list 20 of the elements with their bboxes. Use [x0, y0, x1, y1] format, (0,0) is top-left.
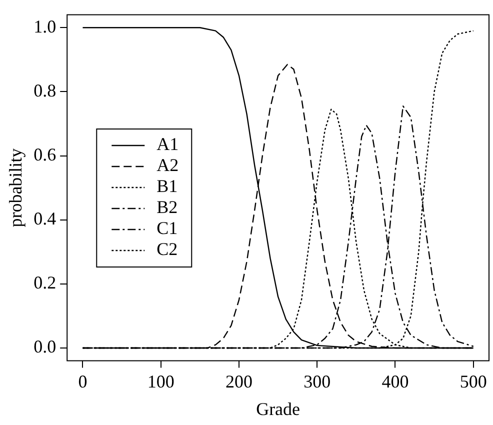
x-tick-label: 200: [225, 371, 252, 392]
legend-label: A2: [156, 155, 179, 176]
y-axis-title: probability: [6, 148, 26, 228]
x-tick-label: 100: [147, 371, 174, 392]
y-tick-label: 1.0: [34, 16, 56, 36]
x-tick-label: 400: [382, 371, 409, 392]
x-tick-label: 0: [78, 371, 88, 392]
legend-label: A1: [156, 134, 179, 154]
legend-label: B1: [156, 176, 178, 196]
legend-label: C2: [156, 239, 178, 260]
y-tick-label: 0.4: [34, 208, 56, 229]
legend-label: B2: [156, 197, 178, 218]
x-axis-title: Grade: [256, 398, 300, 419]
x-tick-label: 300: [304, 371, 331, 392]
legend-label: C1: [156, 218, 178, 238]
y-tick-label: 0.6: [34, 144, 56, 164]
y-tick-label: 0.2: [34, 272, 56, 293]
y-tick-label: 0.0: [34, 336, 56, 357]
x-tick-label: 500: [460, 371, 487, 392]
y-tick-label: 0.8: [34, 80, 56, 100]
